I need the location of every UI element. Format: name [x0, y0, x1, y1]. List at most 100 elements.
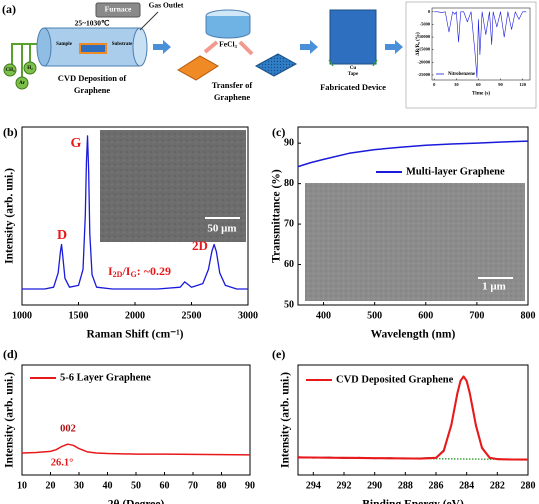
dish — [205, 16, 251, 39]
x-tick-label: 282 — [490, 480, 505, 491]
ratio-part: I — [108, 264, 113, 278]
plot-frame — [297, 364, 529, 476]
arrow — [238, 40, 254, 56]
series-line — [297, 376, 529, 461]
ratio-part: 2D — [113, 270, 123, 279]
x-tick-label: 292 — [337, 480, 352, 491]
gas-line — [11, 43, 40, 78]
substrate-piece — [177, 55, 219, 81]
series-line — [297, 375, 529, 461]
scale-label: 1 μm — [482, 281, 506, 293]
panel-label: (d) — [3, 347, 18, 361]
x-tick-label: 70 — [188, 480, 198, 491]
ratio-part: G — [130, 270, 136, 279]
gas-tank — [23, 61, 37, 75]
plot-frame — [297, 126, 529, 306]
gas-label: Ar — [19, 81, 26, 86]
gas-label: CH₄ — [6, 68, 16, 73]
x-tick-label: 284 — [459, 480, 474, 491]
sample — [79, 43, 107, 54]
x-axis-label: Raman Shift (cm⁻¹) — [86, 329, 183, 341]
step-label: CVD Deposition of — [58, 73, 127, 83]
panel-label: (a) — [2, 2, 16, 16]
furnace-label: Furnace — [105, 5, 132, 14]
x-tick-label: 400 — [316, 310, 331, 321]
x-tick-label: 500 — [367, 310, 382, 321]
x-tick-label: 1000 — [12, 310, 32, 321]
tube-end — [36, 27, 52, 67]
series-line — [22, 135, 248, 290]
sample-label: Sample — [56, 42, 73, 47]
outlet-arrow — [139, 11, 159, 31]
arrow — [153, 40, 171, 54]
series-line — [297, 140, 529, 168]
x-tick-label: 10 — [17, 480, 27, 491]
y-tick-label: 80 — [284, 178, 294, 189]
temperature: 25~1030℃ — [75, 19, 110, 28]
arrow — [203, 40, 219, 54]
furnace — [95, 2, 141, 18]
x-tick-label: 90 — [498, 82, 503, 87]
x-tick-label: 30 — [454, 82, 459, 87]
arrow — [385, 40, 403, 54]
x-tick-label: 60 — [160, 480, 170, 491]
peak-label: 2D — [192, 238, 208, 253]
series-line — [21, 443, 251, 456]
x-axis-label: Time (s) — [472, 90, 490, 97]
y-tick-label: -5000 — [420, 21, 431, 26]
y-tick-label: 60 — [284, 259, 294, 270]
x-tick-label: 294 — [306, 480, 321, 491]
x-tick-label: 40 — [103, 480, 113, 491]
y-axis-label: Transmittance (%) — [271, 169, 283, 263]
y-tick-label: 0 — [428, 9, 431, 14]
peak-label: 26.1° — [51, 457, 74, 468]
y-axis-label: ΔR/R₀ (%) — [414, 32, 421, 56]
x-tick-label: 90 — [245, 480, 255, 491]
x-tick-label: 20 — [46, 480, 56, 491]
inset-frame — [405, 1, 537, 109]
x-tick-label: 700 — [469, 310, 484, 321]
panel-label: (e) — [272, 347, 285, 361]
x-tick-label: 60 — [476, 82, 481, 87]
gas-tank — [15, 76, 29, 90]
series-line — [434, 11, 527, 78]
ratio-part: : ~0.29 — [137, 264, 171, 278]
x-axis-label: Binding Energy (eV) — [362, 499, 464, 504]
schematic: (a) CH₄ H₂ Ar Furnace 25~1030℃ Sample Su… — [2, 1, 537, 109]
y-axis-label: Intensity (arb. uni.) — [4, 372, 16, 468]
x-tick-label: 800 — [521, 310, 536, 321]
x-tick-label: 286 — [429, 480, 444, 491]
etchant-label: FeCl₃ — [219, 40, 237, 49]
legend-label: CVD Deposited Graphene — [336, 374, 454, 385]
y-axis-label: Intensity (arb. uni.) — [4, 168, 16, 264]
gas-label: H₂ — [27, 66, 33, 71]
legend-label: Multi-layer Graphene — [406, 166, 505, 177]
x-tick-label: 80 — [217, 480, 227, 491]
graphene-piece — [254, 53, 298, 77]
x-tick-label: 280 — [521, 480, 536, 491]
step-label: Transfer of — [212, 80, 253, 90]
x-tick-label: 600 — [418, 310, 433, 321]
x-axis-label: Wavelength (nm) — [371, 329, 456, 341]
x-tick-label: 2000 — [125, 310, 145, 321]
peak-label: 002 — [60, 423, 76, 434]
x-tick-label: 290 — [367, 480, 382, 491]
series-line — [297, 375, 529, 461]
panel-label: (b) — [3, 125, 18, 139]
x-tick-label: 120 — [519, 82, 527, 87]
arrow — [300, 40, 318, 54]
y-axis-label: Intensity (arb. uni.) — [280, 372, 292, 468]
x-axis-label: 2θ (Degree) — [108, 499, 165, 504]
x-tick-label: 3000 — [238, 310, 258, 321]
panel-label: (c) — [272, 125, 285, 139]
x-tick-label: 2500 — [182, 310, 202, 321]
step-label: Graphene — [214, 92, 251, 102]
tape-label: Tape — [348, 72, 359, 77]
legend-label: 5-6 Layer Graphene — [60, 372, 151, 383]
gas-outlet: Gas Outlet — [149, 1, 184, 10]
step-label: Graphene — [74, 85, 111, 95]
y-tick-label: -10000 — [417, 34, 430, 39]
substrate-label: Substrate — [112, 42, 133, 47]
y-tick-label: -25000 — [417, 72, 430, 77]
